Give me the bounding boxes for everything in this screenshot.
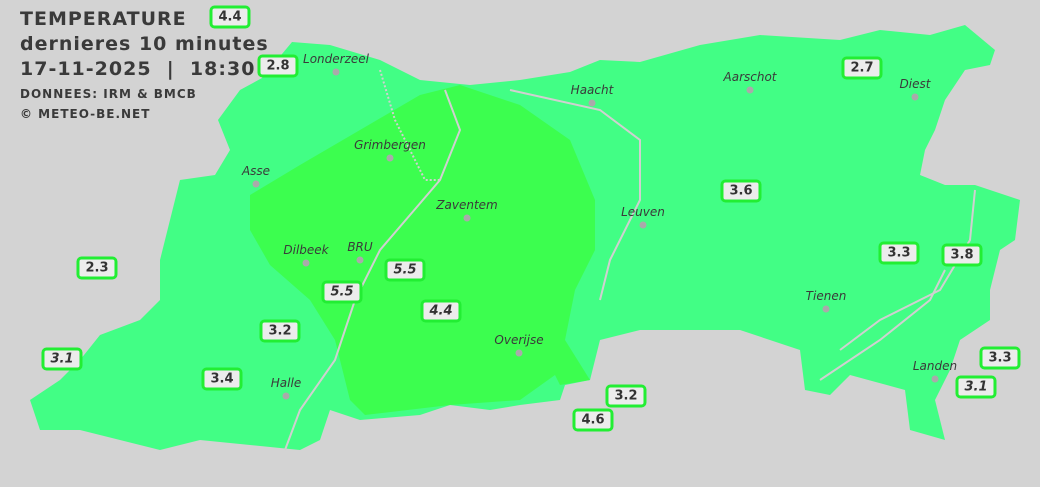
city-label: Zaventem <box>436 198 498 212</box>
data-source: DONNEES: IRM & BMCB <box>20 87 197 101</box>
city-label: Landen <box>912 359 958 373</box>
city-dot <box>302 259 310 267</box>
copyright: © METEO-BE.NET <box>20 107 151 121</box>
city-label: Aarschot <box>723 70 777 84</box>
map-datetime: 17-11-2025 | 18:30 <box>20 58 256 80</box>
city-dot <box>515 349 523 357</box>
city-dot <box>463 214 471 222</box>
city-label: Londerzeel <box>303 52 369 66</box>
city-label: Overijse <box>494 333 544 347</box>
city-dot <box>911 93 919 101</box>
city-dot <box>746 86 754 94</box>
city-dot <box>332 68 340 76</box>
temperature-label: 4.4 <box>420 299 462 323</box>
borders <box>284 69 976 451</box>
temperature-label: 3.1 <box>955 375 997 399</box>
city-dot <box>588 99 596 107</box>
city-dot <box>252 180 260 188</box>
city-dot <box>822 305 830 313</box>
temperature-label: 3.3 <box>979 346 1021 370</box>
temperature-label: 3.1 <box>41 347 83 371</box>
city-dot <box>386 154 394 162</box>
temperature-label: 5.5 <box>384 258 426 282</box>
temperature-label: 3.2 <box>259 319 301 343</box>
city-dot <box>282 392 290 400</box>
temperature-label: 3.3 <box>878 241 920 265</box>
temperature-label: 3.8 <box>941 243 983 267</box>
temperature-label: 3.2 <box>605 384 647 408</box>
temperature-label: 2.7 <box>841 56 883 80</box>
city-label: Leuven <box>621 205 665 219</box>
city-label: Halle <box>270 376 302 390</box>
temperature-label: 5.5 <box>321 280 363 304</box>
temperature-label: 2.3 <box>76 256 118 280</box>
city-label: Grimbergen <box>354 138 426 152</box>
region-high-temp <box>250 85 595 415</box>
temperature-label: 2.8 <box>257 54 299 78</box>
city-label: Haacht <box>570 83 614 97</box>
city-label: Tienen <box>805 289 847 303</box>
map-subtitle: dernieres 10 minutes <box>20 33 269 55</box>
map-title: TEMPERATURE <box>20 8 187 30</box>
temperature-label: 4.6 <box>572 408 614 432</box>
city-dot <box>356 256 364 264</box>
city-label: BRU <box>347 240 373 254</box>
temperature-label: 4.4 <box>209 5 251 29</box>
city-label: Dilbeek <box>283 243 329 257</box>
temperature-label: 3.6 <box>720 179 762 203</box>
city-label: Asse <box>241 164 271 178</box>
city-label: Diest <box>899 77 931 91</box>
temperature-label: 3.4 <box>201 367 243 391</box>
city-dot <box>639 221 647 229</box>
city-dot <box>931 375 939 383</box>
